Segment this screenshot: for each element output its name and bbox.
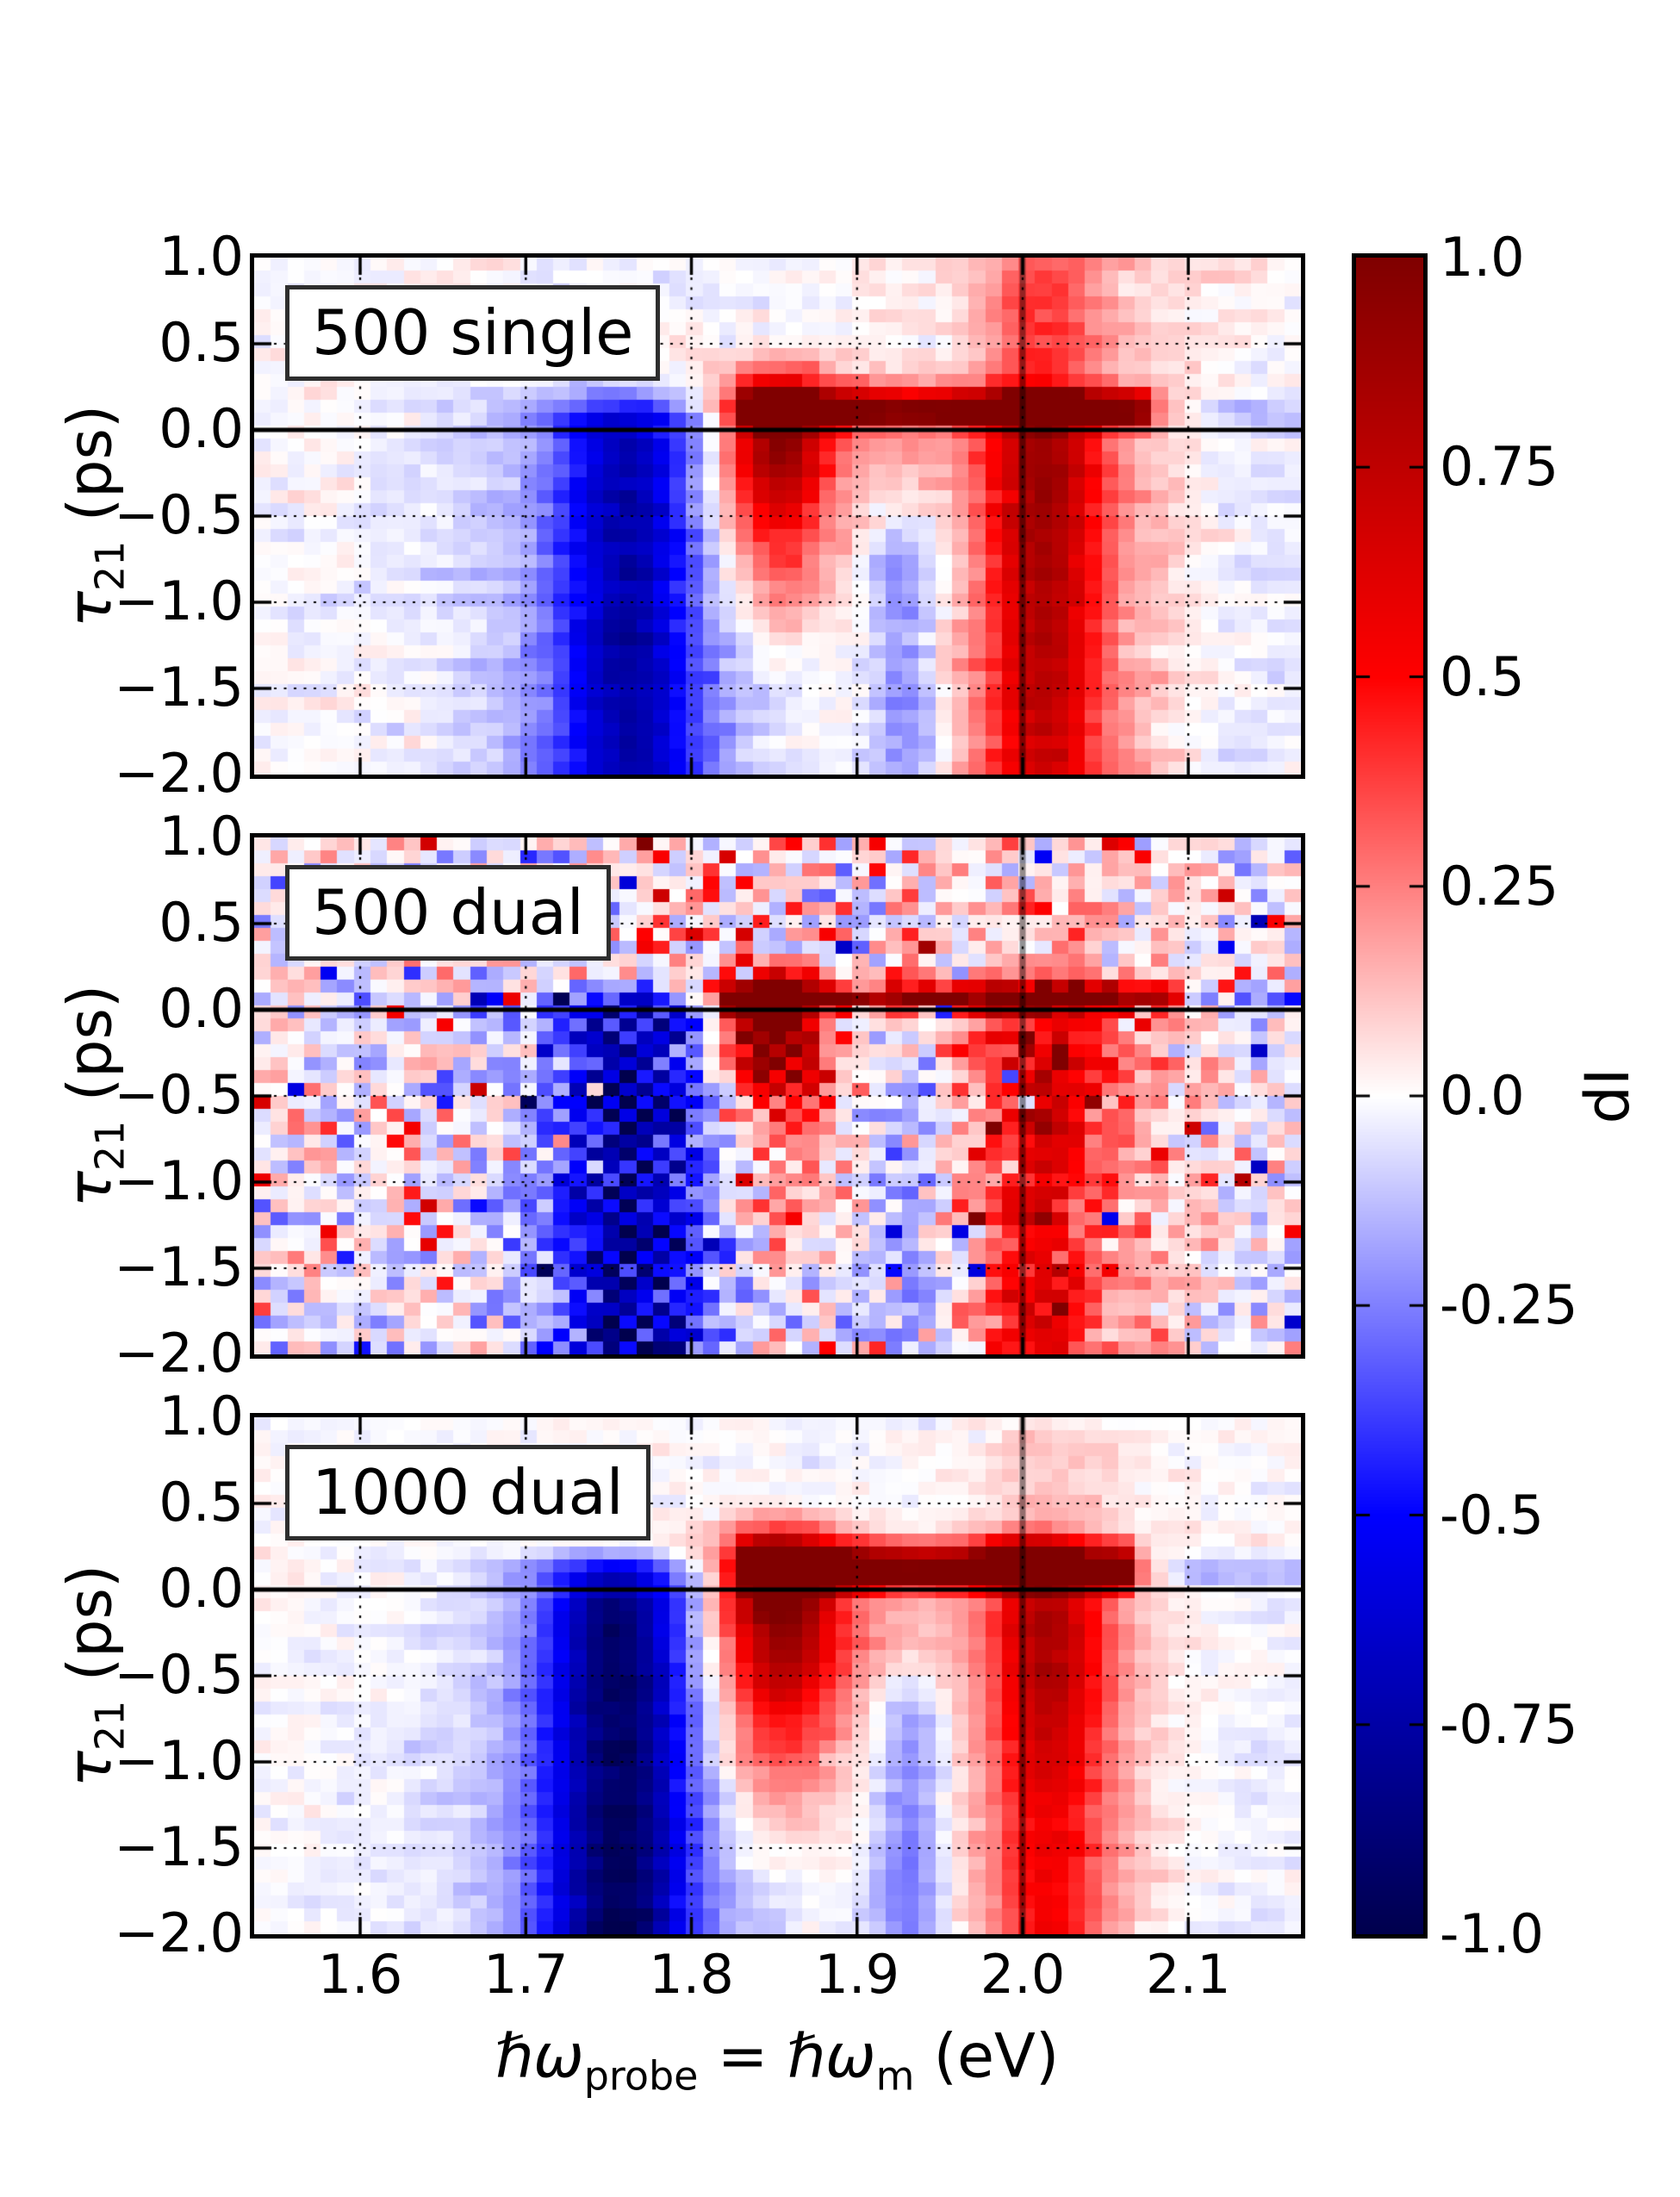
y-tick-label-panel1: −0.5 <box>114 482 244 546</box>
y-tick-label-panel1: −1.0 <box>114 569 244 632</box>
y-tick-label-panel1: 1.0 <box>159 224 244 288</box>
panel-1000-dual: 1000 dual <box>250 1413 1305 1939</box>
y-tick-label-panel1: 0.0 <box>159 396 244 460</box>
x-tick-label: 1.7 <box>482 1943 569 2006</box>
panel-500-dual: 500 dual <box>250 833 1305 1359</box>
x-tick-label: 1.6 <box>317 1943 403 2006</box>
colorbar-tick-label: 0.5 <box>1440 644 1525 708</box>
y-tick-label-panel3: 1.0 <box>159 1384 244 1447</box>
x-tick-label: 1.9 <box>814 1943 900 2006</box>
hbar-omega-symbol: ℏω <box>495 2020 584 2092</box>
y-tick-label-panel1: −1.5 <box>114 655 244 719</box>
colorbar-tick-label: 0.0 <box>1440 1064 1525 1127</box>
y-tick-label-panel2: −1.0 <box>114 1148 244 1212</box>
y-tick-label-panel2: 0.0 <box>159 976 244 1040</box>
x-tick-label: 2.1 <box>1145 1943 1231 2006</box>
y-tick-label-panel3: −1.0 <box>114 1728 244 1792</box>
colorbar <box>1352 253 1428 1939</box>
y-tick-label-panel2: −0.5 <box>114 1062 244 1126</box>
colorbar-tick-label: -0.25 <box>1440 1273 1578 1337</box>
colorbar-tick-label: -1.0 <box>1440 1902 1544 1965</box>
colorbar-canvas <box>1356 258 1423 1934</box>
colorbar-tick-label: -0.75 <box>1440 1692 1578 1756</box>
y-tick-label-panel3: 0.5 <box>159 1470 244 1534</box>
colorbar-tick-label: 0.75 <box>1440 435 1559 499</box>
panel-500-single: 500 single <box>250 253 1305 779</box>
panel-title-500-dual: 500 dual <box>285 865 611 961</box>
y-tick-label-panel1: −2.0 <box>114 741 244 805</box>
x-axis-title: ℏωprobe = ℏωm (eV) <box>495 2020 1060 2100</box>
panel-title-1000-dual: 1000 dual <box>285 1445 650 1540</box>
colorbar-tick-label: -0.5 <box>1440 1483 1544 1547</box>
y-tick-label-panel3: −2.0 <box>114 1901 244 1964</box>
y-tick-label-panel2: −1.5 <box>114 1235 244 1298</box>
hbar-omega-symbol: ℏω <box>787 2020 876 2092</box>
y-tick-label-panel2: 0.5 <box>159 890 244 954</box>
panel-title-500-single: 500 single <box>285 285 661 381</box>
colorbar-tick-label: 0.25 <box>1440 854 1559 918</box>
y-tick-label-panel3: 0.0 <box>159 1556 244 1620</box>
colorbar-title: dI <box>1572 1067 1643 1124</box>
y-tick-label-panel3: −1.5 <box>114 1814 244 1878</box>
y-tick-label-panel3: −0.5 <box>114 1642 244 1706</box>
colorbar-tick-label: 1.0 <box>1440 226 1525 289</box>
x-tick-label: 1.8 <box>649 1943 734 2006</box>
y-tick-label-panel2: 1.0 <box>159 804 244 868</box>
x-tick-label: 2.0 <box>980 1943 1066 2006</box>
y-tick-label-panel1: 0.5 <box>159 310 244 374</box>
y-tick-label-panel2: −2.0 <box>114 1321 244 1385</box>
